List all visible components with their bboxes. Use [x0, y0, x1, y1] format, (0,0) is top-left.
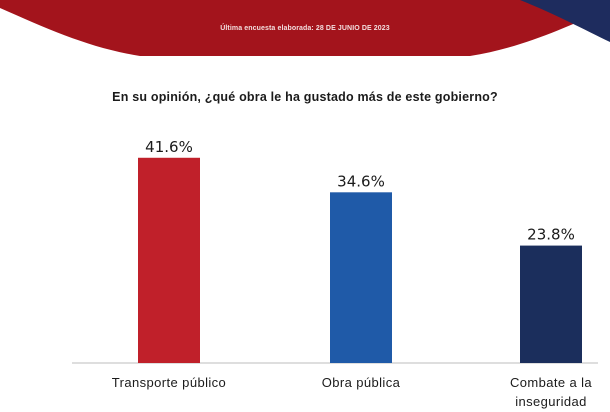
value-label-3: 23.8%	[527, 226, 575, 244]
category-label-line: inseguridad	[515, 394, 587, 409]
category-label-2: Obra pública	[276, 373, 446, 392]
category-label-line: Transporte público	[111, 375, 227, 390]
survey-date-text: Última encuesta elaborada: 28 DE JUNIO D…	[220, 25, 390, 32]
bar-2	[330, 192, 392, 363]
header-navy-accent	[520, 0, 610, 42]
category-label-1: Transporte público	[84, 373, 254, 392]
header-banner: Última encuesta elaborada: 28 DE JUNIO D…	[0, 0, 610, 70]
chart-question-title: En su opinión, ¿qué obra le ha gustado m…	[112, 90, 498, 104]
header-shape	[0, 0, 610, 56]
category-label-line: Combate a la	[509, 375, 593, 390]
bar-1	[138, 157, 200, 363]
header-red-band	[0, 0, 610, 56]
value-label-2: 34.6%	[337, 172, 385, 190]
category-label-3: Combate a la inseguridad	[466, 373, 610, 411]
category-label-line: Obra pública	[321, 375, 401, 390]
bar-3	[520, 245, 582, 363]
value-label-1: 41.6%	[145, 138, 193, 156]
